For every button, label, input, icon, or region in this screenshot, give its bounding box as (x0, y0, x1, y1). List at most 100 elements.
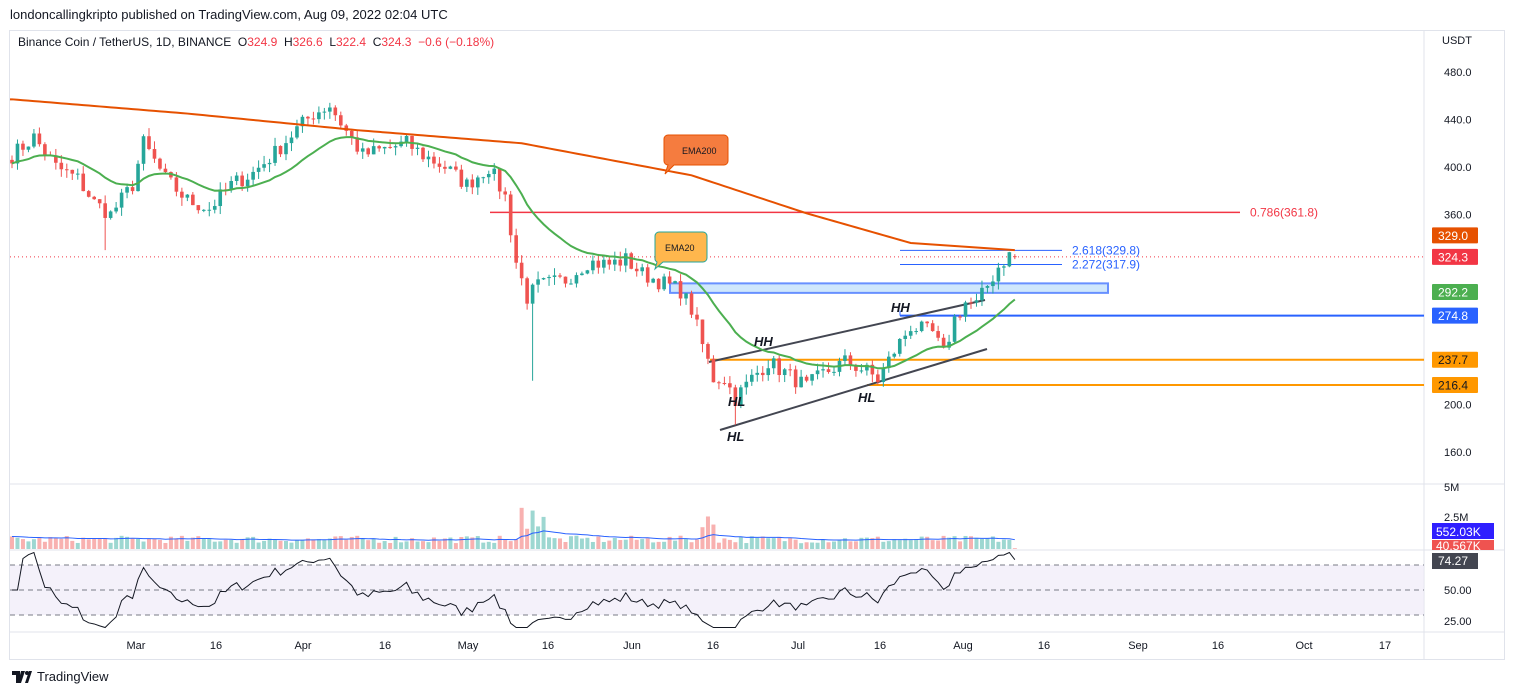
volume-bar (475, 536, 480, 549)
candle-body (26, 146, 31, 150)
high-value: 326.6 (292, 35, 323, 49)
volume-bar (590, 541, 595, 549)
candle-body (404, 135, 409, 142)
volume-bar (344, 539, 349, 549)
candle-body (75, 173, 80, 175)
candle-body (919, 321, 924, 332)
candle (152, 141, 157, 163)
volume-bar (601, 541, 606, 549)
volume-bar (623, 539, 628, 549)
candle (887, 351, 891, 373)
candle-body (810, 374, 814, 381)
candle (388, 139, 392, 149)
volume-bar (53, 538, 58, 549)
candle-body (843, 355, 847, 361)
candle (958, 314, 962, 321)
candle-body (256, 167, 261, 172)
candle (607, 256, 612, 270)
candle (317, 106, 321, 124)
time-tick: Sep (1128, 640, 1148, 652)
candle-body (240, 175, 244, 187)
volume-bar (547, 537, 552, 549)
candle (15, 139, 20, 170)
volume-bar (969, 536, 973, 549)
candle (92, 195, 96, 200)
candle-body (580, 273, 584, 276)
candle (569, 278, 573, 285)
volume-bar (10, 536, 14, 549)
time-tick: Aug (953, 640, 973, 652)
candle-body (202, 209, 206, 211)
volume-bar (311, 539, 316, 549)
candle (273, 137, 277, 166)
candle-body (229, 181, 233, 190)
candle (623, 248, 628, 273)
candle (360, 142, 365, 159)
candle (558, 273, 562, 279)
candle-body (158, 158, 162, 169)
candle-body (930, 323, 935, 332)
candle (711, 355, 716, 383)
candle (596, 253, 601, 274)
candle-body (766, 368, 771, 376)
volume-bar (48, 537, 53, 549)
candle-body (585, 270, 590, 274)
candle (804, 374, 809, 383)
volume-bar (837, 540, 842, 549)
candle (777, 355, 781, 383)
volume-ma-badge (1432, 523, 1494, 539)
price-badge-label: 216.4 (1438, 379, 1468, 393)
candle (43, 142, 47, 161)
candle (454, 161, 458, 172)
volume-bar (1001, 539, 1006, 549)
volume-bar (349, 536, 354, 549)
ema20-line (11, 136, 1016, 370)
volume-bar (788, 538, 793, 549)
candle (322, 107, 327, 120)
candle (119, 188, 124, 216)
candle-body (870, 364, 875, 375)
candle (207, 202, 212, 217)
tradingview-footer[interactable]: TradingView (12, 669, 109, 684)
volume-bar (300, 539, 305, 549)
candle-body (629, 253, 634, 269)
candle (212, 199, 217, 214)
candle (481, 176, 486, 184)
volume-bar (722, 538, 727, 549)
volume-bar (514, 539, 519, 549)
candle (470, 174, 475, 195)
volume-bar (821, 539, 826, 549)
volume-bar (163, 543, 168, 549)
candle-body (273, 145, 277, 163)
candle-body (963, 302, 968, 317)
tradingview-logo-icon (12, 670, 32, 683)
volume-bar (86, 539, 91, 549)
volume-bar (645, 538, 650, 549)
volume-bar (629, 535, 634, 549)
candle (114, 202, 118, 214)
candle-body (717, 382, 721, 384)
candle (651, 277, 655, 284)
candle (574, 272, 579, 288)
time-tick: 16 (874, 640, 886, 652)
candle (130, 180, 135, 195)
volume-bar (810, 542, 815, 549)
volume-bar (607, 540, 612, 549)
candle-body (728, 383, 732, 388)
volume-bar (59, 538, 64, 549)
fib-0786-label: 0.786(361.8) (1250, 205, 1318, 219)
volume-bar (612, 537, 617, 549)
candle-body (996, 267, 1001, 282)
candle (459, 164, 464, 189)
candle (525, 276, 529, 310)
volume-bar (525, 528, 530, 549)
volume-bar (733, 542, 738, 549)
candle-body (355, 137, 360, 152)
candle-body (32, 133, 36, 147)
high-label: H (283, 35, 293, 49)
volume-bar (826, 542, 831, 549)
volume-bar (974, 537, 979, 549)
candle-body (81, 173, 86, 192)
candle-body (793, 369, 798, 388)
